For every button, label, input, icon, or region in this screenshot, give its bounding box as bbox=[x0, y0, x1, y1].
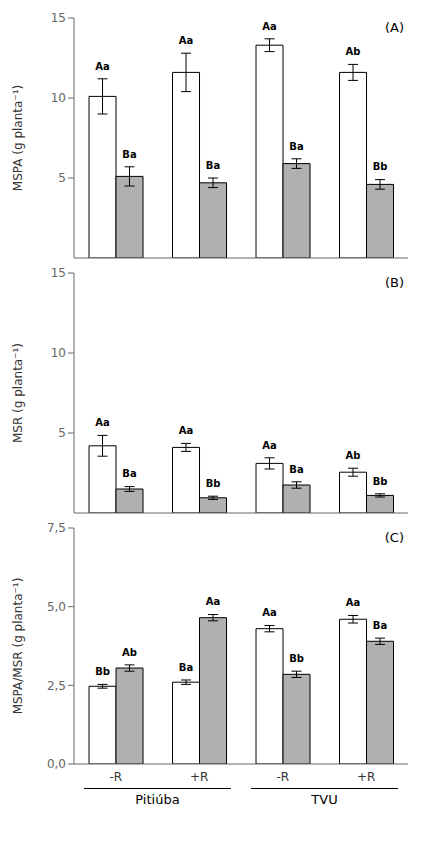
svg-text:7,5: 7,5 bbox=[47, 521, 66, 535]
svg-text:Bb: Bb bbox=[289, 653, 304, 664]
svg-text:Ab: Ab bbox=[346, 450, 361, 461]
svg-text:Bb: Bb bbox=[95, 666, 110, 677]
svg-text:0,0: 0,0 bbox=[47, 757, 66, 771]
svg-text:MSPA/MSR (g planta⁻¹): MSPA/MSR (g planta⁻¹) bbox=[11, 578, 25, 715]
svg-text:Ba: Ba bbox=[122, 149, 136, 160]
svg-text:Aa: Aa bbox=[346, 597, 361, 608]
html-text:(A): (A) bbox=[385, 20, 404, 35]
svg-text:5,0: 5,0 bbox=[47, 600, 66, 614]
svg-text:15: 15 bbox=[51, 266, 66, 280]
svg-text:Ba: Ba bbox=[206, 160, 220, 171]
svg-text:-R: -R bbox=[276, 770, 289, 784]
svg-text:MSPA (g planta⁻¹): MSPA (g planta⁻¹) bbox=[11, 85, 25, 191]
svg-text:Aa: Aa bbox=[95, 417, 110, 428]
html-text:Pitiúba: Pitiúba bbox=[135, 792, 180, 807]
svg-text:Aa: Aa bbox=[206, 596, 221, 607]
svg-text:Ba: Ba bbox=[179, 662, 193, 673]
svg-text:Bb: Bb bbox=[373, 476, 388, 487]
svg-text:Aa: Aa bbox=[262, 440, 277, 451]
svg-text:+R: +R bbox=[357, 770, 375, 784]
svg-text:Bb: Bb bbox=[206, 478, 221, 489]
svg-text:10: 10 bbox=[51, 346, 66, 360]
svg-text:Ba: Ba bbox=[122, 468, 136, 479]
svg-text:Aa: Aa bbox=[179, 425, 194, 436]
svg-text:Aa: Aa bbox=[95, 61, 110, 72]
svg-text:Bb: Bb bbox=[373, 161, 388, 172]
svg-text:Ba: Ba bbox=[373, 620, 387, 631]
svg-text:-R: -R bbox=[109, 770, 122, 784]
svg-text:5: 5 bbox=[58, 426, 66, 440]
svg-text:15: 15 bbox=[51, 11, 66, 25]
html-text:(B): (B) bbox=[384, 275, 404, 290]
svg-text:Ab: Ab bbox=[122, 647, 137, 658]
html-text:(C): (C) bbox=[384, 530, 404, 545]
svg-text:Ab: Ab bbox=[346, 46, 361, 57]
svg-text:Ba: Ba bbox=[289, 464, 303, 475]
svg-text:5: 5 bbox=[58, 171, 66, 185]
html-text:TVU: TVU bbox=[311, 792, 338, 807]
svg-text:+R: +R bbox=[190, 770, 208, 784]
svg-text:2,5: 2,5 bbox=[47, 679, 66, 693]
svg-text:Aa: Aa bbox=[179, 35, 194, 46]
svg-text:Aa: Aa bbox=[262, 607, 277, 618]
svg-text:MSR (g planta⁻¹): MSR (g planta⁻¹) bbox=[11, 343, 25, 443]
svg-text:10: 10 bbox=[51, 91, 66, 105]
svg-text:Aa: Aa bbox=[262, 21, 277, 32]
svg-text:Ba: Ba bbox=[289, 141, 303, 152]
